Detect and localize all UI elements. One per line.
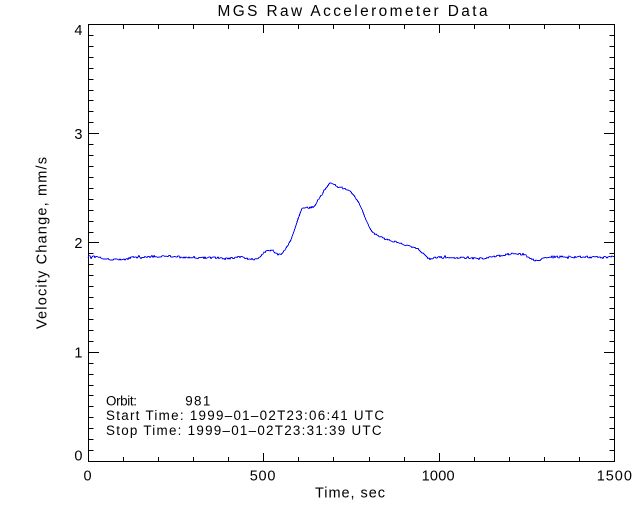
svg-text:1: 1 [74,345,82,361]
svg-text:4: 4 [74,23,82,39]
svg-text:2: 2 [74,236,82,252]
svg-text:Orbit:: Orbit: [106,393,137,408]
svg-text:0: 0 [74,448,82,464]
svg-text:500: 500 [250,469,276,485]
svg-text:3: 3 [74,127,82,143]
svg-text:981: 981 [185,393,210,408]
svg-text:Stop Time: 1999–01–02T23:31:39: Stop Time: 1999–01–02T23:31:39 UTC [106,423,382,438]
svg-text:Velocity Change, mm/s: Velocity Change, mm/s [35,157,51,329]
svg-text:Time, sec: Time, sec [315,485,385,501]
svg-text:0: 0 [83,469,91,485]
svg-text:1000: 1000 [422,469,455,485]
svg-text:1500: 1500 [597,469,632,485]
svg-text:Start Time: 1999–01–02T23:06:4: Start Time: 1999–01–02T23:06:41 UTC [106,408,384,423]
